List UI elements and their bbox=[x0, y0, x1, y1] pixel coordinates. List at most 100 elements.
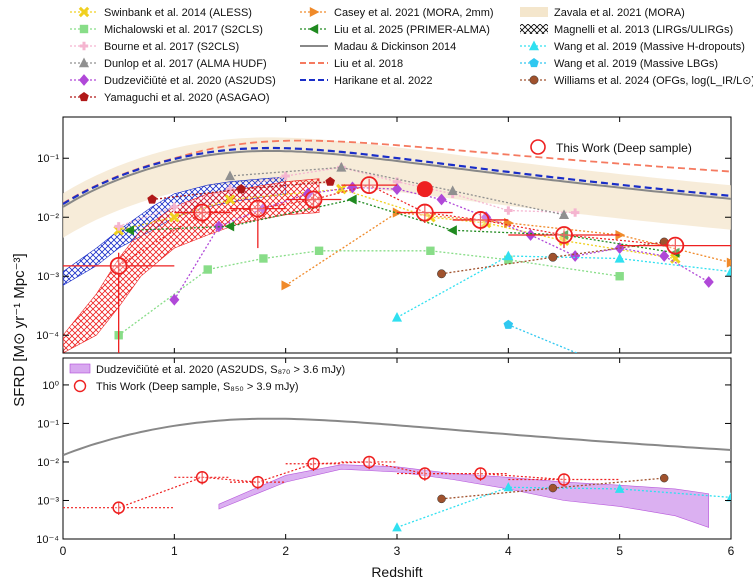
this-work-point bbox=[360, 176, 379, 195]
x-tick-label: 6 bbox=[728, 544, 735, 558]
series-1-point bbox=[426, 246, 435, 255]
legend-label: Yamaguchi et al. 2020 (ASAGAO) bbox=[104, 92, 270, 104]
legend: Swinbank et al. 2014 (ALESS) Michalowski … bbox=[70, 6, 753, 104]
series-4-point bbox=[703, 276, 714, 288]
series-line-3 bbox=[229, 166, 565, 216]
harikane-curve bbox=[63, 146, 731, 205]
legend-marker bbox=[79, 24, 89, 34]
series-9-point bbox=[503, 319, 514, 329]
y-tick-label: 10⁻³ bbox=[37, 495, 59, 507]
series-2-point bbox=[225, 184, 235, 194]
series-7-point bbox=[347, 194, 357, 205]
series-0-point bbox=[169, 211, 180, 223]
bottom-series-point bbox=[614, 483, 625, 493]
this-work-point bbox=[304, 190, 323, 209]
series-9-point bbox=[715, 389, 725, 398]
series-2-point bbox=[170, 202, 179, 212]
legend-label: Dudzevičiūtė et al. 2020 (AS2UDS) bbox=[104, 75, 276, 87]
series-6-point bbox=[615, 229, 626, 241]
this-work-bottom-legend-label: This Work (Deep sample, S₈₅₀ > 3.9 mJy) bbox=[96, 381, 299, 393]
series-4-point bbox=[391, 183, 403, 195]
axes: 0 1 2 3 4 5 6 10⁻⁴ 10⁻³ 10⁻² 10⁻¹ 10⁻⁴ 10⁻³ 10⁻² 10⁻¹ 1… bbox=[36, 117, 735, 558]
series-3-point bbox=[336, 161, 347, 172]
series-1-point bbox=[314, 246, 324, 255]
legend-label: Harikane et al. 2022 bbox=[334, 75, 432, 87]
series-3-point bbox=[224, 170, 236, 181]
series-3-point bbox=[447, 185, 458, 196]
series-1-point bbox=[615, 272, 624, 281]
legend-marker bbox=[529, 58, 539, 68]
top-legend: This Work (Deep sample) bbox=[530, 139, 692, 155]
bottom-series-point bbox=[503, 482, 514, 492]
series-1-point bbox=[203, 265, 212, 274]
y-tick-label: 10⁰ bbox=[42, 380, 59, 392]
y-tick-label: 10⁻⁴ bbox=[36, 330, 59, 342]
x-tick-label: 4 bbox=[505, 544, 512, 558]
legend-label: Zavala et al. 2021 (MORA) bbox=[554, 7, 685, 19]
series-6-point bbox=[281, 280, 292, 291]
series-5-point bbox=[325, 176, 335, 186]
y-tick-label: 10⁻¹ bbox=[37, 153, 59, 165]
this-work-bottom-point bbox=[362, 455, 376, 469]
this-work-bottom-point bbox=[418, 467, 432, 480]
legend-label: Casey et al. 2021 (MORA, 2mm) bbox=[334, 7, 494, 19]
series-4-point bbox=[169, 293, 180, 306]
legend-label: Liu et al. 2018 bbox=[334, 58, 403, 70]
y-axis-label: SFRD [M⊙ yr⁻¹ Mpc⁻³] bbox=[11, 253, 28, 406]
this-work-bottom-point bbox=[557, 473, 571, 486]
madau-dickinson-curve-bottom bbox=[63, 417, 731, 457]
series-2-point bbox=[281, 171, 290, 181]
bottom-panel bbox=[63, 417, 731, 532]
dudz-band-legend-marker bbox=[69, 363, 91, 374]
legend-label: Wang et al. 2019 (Massive LBGs) bbox=[554, 58, 718, 70]
legend-label: Dunlop et al. 2017 (ALMA HUDF) bbox=[104, 58, 267, 70]
x-tick-label: 2 bbox=[282, 544, 289, 558]
series-9-point bbox=[604, 361, 614, 370]
legend-label: Wang et al. 2019 (Massive H-dropouts) bbox=[554, 41, 745, 53]
this-work-filled-point bbox=[416, 181, 433, 198]
series-0-point bbox=[224, 194, 236, 205]
series-10-point bbox=[548, 252, 558, 262]
legend-marker bbox=[79, 41, 89, 51]
legend-label: Williams et al. 2024 (OFGs, log(L_IR/L⊙)… bbox=[554, 75, 753, 87]
bottom-series-line bbox=[396, 486, 731, 529]
series-4-point bbox=[436, 193, 447, 206]
this-work-point bbox=[109, 256, 128, 275]
y-tick-label: 10⁻³ bbox=[37, 271, 59, 283]
series-6-point bbox=[726, 257, 731, 268]
x-tick-label: 3 bbox=[394, 544, 401, 558]
this-work-point bbox=[415, 203, 434, 222]
series-7-point bbox=[124, 225, 134, 236]
y-tick-label: 10⁻⁴ bbox=[36, 534, 59, 546]
series-4-point bbox=[659, 250, 670, 262]
legend-marker bbox=[78, 6, 90, 18]
this-work-legend-marker bbox=[530, 139, 546, 155]
x-tick-label: 0 bbox=[60, 544, 67, 558]
series-2-point bbox=[114, 222, 123, 231]
series-5-point bbox=[236, 184, 246, 194]
bottom-series-point bbox=[392, 522, 402, 532]
series-4-point bbox=[570, 250, 581, 262]
legend-label: Magnelli et al. 2013 (LIRGs/ULIRGs) bbox=[554, 24, 733, 36]
legend-marker bbox=[308, 23, 319, 35]
this-work-legend-label: This Work (Deep sample) bbox=[556, 141, 692, 155]
legend-label: Bourne et al. 2017 (S2CLS) bbox=[104, 41, 239, 53]
series-line-7 bbox=[129, 198, 676, 254]
top-panel bbox=[63, 137, 731, 398]
series-line-9 bbox=[508, 324, 579, 353]
this-work-point bbox=[471, 211, 490, 229]
series-line-2 bbox=[118, 166, 576, 228]
legend-band bbox=[520, 7, 548, 17]
this-work-point bbox=[666, 236, 685, 255]
x-tick-label: 1 bbox=[171, 544, 178, 558]
this-work-bottom-point bbox=[474, 467, 487, 480]
this-work-point bbox=[193, 203, 212, 222]
series-5-point bbox=[147, 194, 157, 204]
x-tick-label: 5 bbox=[616, 544, 623, 558]
liu2018-curve bbox=[63, 139, 731, 205]
bottom-legend: Dudzevičiūtė et al. 2020 (AS2UDS, S₈₇₀ >… bbox=[69, 363, 345, 393]
dudz-band bbox=[218, 464, 709, 528]
legend-marker bbox=[528, 40, 540, 51]
legend-marker bbox=[78, 74, 90, 86]
